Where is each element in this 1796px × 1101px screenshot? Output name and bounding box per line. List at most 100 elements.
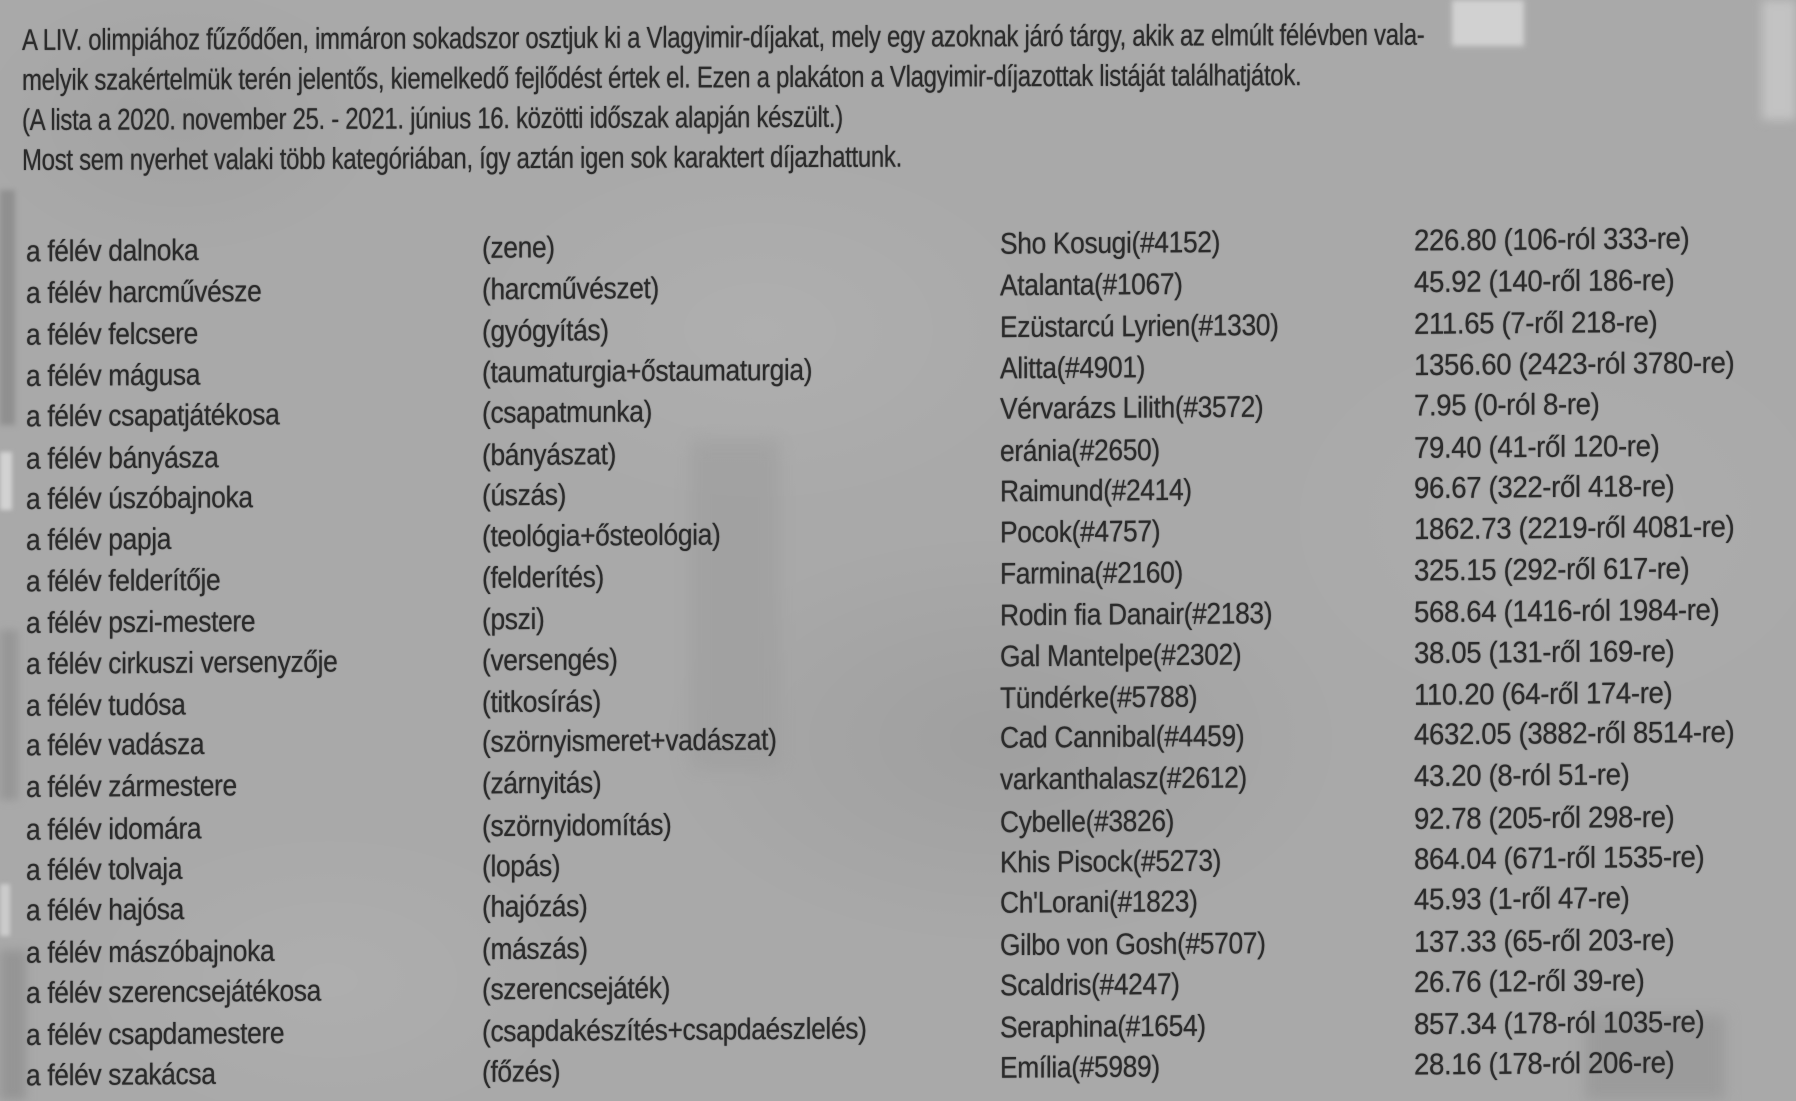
award-recipient-cell: Rodin fia Danair(#2183): [1000, 597, 1309, 633]
award-skill-cell: (hajózás): [482, 890, 602, 925]
award-category-text: a félév dalnoka: [26, 234, 199, 269]
award-skill-text: (hajózás): [482, 889, 588, 924]
intro-line-text: Most sem nyerhet valaki több kategóriába…: [22, 140, 902, 177]
award-category-text: a félév felderítője: [26, 563, 221, 598]
award-skill-cell: (zene): [482, 231, 565, 266]
award-skill-text: (csapatmunka): [482, 395, 653, 430]
award-skill-text: (teológia+ősteológia): [482, 518, 721, 554]
award-category-cell: a félév csapatjátékosa: [26, 398, 314, 434]
award-score-text: 26.76 (12-ről 39-re): [1414, 964, 1645, 1000]
award-recipient-cell: Tündérke(#5788): [1000, 680, 1224, 716]
award-skill-cell: (bányászat): [482, 438, 634, 473]
intro-line-2: melyik szakértelmük terén jelentős, kiem…: [22, 57, 1775, 104]
award-score-cell: 7.95 (0-ról 8-re): [1414, 388, 1616, 424]
award-recipient-text: Vérvarázs Lilith(#3572): [1000, 390, 1264, 426]
award-skill-text: (mászás): [482, 932, 588, 967]
award-recipient-cell: Ezüstarcú Lyrien(#1330): [1000, 309, 1317, 345]
award-skill-cell: (versengés): [482, 643, 636, 678]
award-skill-text: (szörnyidomítás): [482, 808, 672, 843]
award-category-cell: a félév zármestere: [26, 770, 266, 806]
award-skill-cell: (mászás): [482, 932, 602, 967]
award-score-text: 45.92 (140-ről 186-re): [1414, 264, 1675, 300]
award-skill-text: (lopás): [482, 849, 561, 884]
award-category-text: a félév mágusa: [26, 358, 201, 393]
award-category-cell: a félév mászóbajnoka: [26, 935, 308, 971]
award-score-text: 1862.73 (2219-ről 4081-re): [1414, 510, 1735, 547]
award-score-cell: 110.20 (64-ről 174-re): [1414, 677, 1695, 713]
award-score-text: 96.67 (322-ről 418-re): [1414, 470, 1675, 506]
award-category-text: a félév papja: [26, 523, 172, 558]
award-recipient-cell: Raimund(#2414): [1000, 474, 1218, 510]
award-recipient-cell: Gilbo von Gosh(#5707): [1000, 927, 1302, 963]
award-score-text: 38.05 (131-ről 169-re): [1414, 634, 1675, 670]
award-recipient-text: Seraphina(#1654): [1000, 1009, 1206, 1044]
award-skill-text: (versengés): [482, 643, 618, 678]
award-category-text: a félév zármestere: [26, 769, 237, 805]
award-recipient-cell: eránia(#2650): [1000, 434, 1182, 469]
award-category-text: a félév bányásza: [26, 441, 219, 476]
award-skill-cell: (harcművészet): [482, 272, 683, 308]
award-category-cell: a félév hajósa: [26, 893, 206, 928]
award-recipient-text: Farmina(#2160): [1000, 555, 1183, 591]
award-recipient-text: Khis Pisock(#5273): [1000, 844, 1222, 880]
award-category-cell: a félév bányásza: [26, 441, 245, 477]
award-recipient-cell: Scaldris(#4247): [1000, 968, 1204, 1004]
award-score-text: 92.78 (205-ről 298-re): [1414, 800, 1675, 836]
award-recipient-text: Pocok(#4757): [1000, 515, 1161, 550]
award-score-text: 864.04 (671-ről 1535-re): [1414, 840, 1705, 876]
intro-line-text: melyik szakértelmük terén jelentős, kiem…: [22, 59, 1302, 97]
intro-line-3: (A lista a 2020. november 25. - 2021. jú…: [22, 97, 1775, 144]
award-skill-cell: (titkosírás): [482, 685, 617, 720]
intro-line-4: Most sem nyerhet valaki több kategóriába…: [22, 137, 1775, 184]
award-score-cell: 4632.05 (3882-ről 8514-re): [1414, 716, 1762, 753]
award-category-cell: a félév papja: [26, 523, 191, 558]
scan-artifact: [0, 452, 12, 510]
award-category-text: a félév szakácsa: [26, 1057, 216, 1093]
award-category-text: a félév harcművésze: [26, 275, 262, 311]
award-recipient-text: eránia(#2650): [1000, 433, 1160, 469]
award-category-text: a félév úszóbajnoka: [26, 481, 253, 517]
award-score-text: 211.65 (7-ről 218-re): [1414, 306, 1658, 342]
award-skill-cell: (csapatmunka): [482, 395, 675, 431]
award-category-text: a félév tolvaja: [26, 852, 183, 887]
award-category-cell: a félév idomára: [26, 812, 225, 848]
award-category-text: a félév pszi-mestere: [26, 604, 256, 640]
scan-artifact: [0, 190, 15, 425]
award-recipient-text: Tündérke(#5788): [1000, 680, 1198, 716]
award-skill-text: (taumaturgia+őstaumaturgia): [482, 353, 813, 389]
award-score-text: 45.93 (1-ről 47-re): [1414, 881, 1630, 917]
award-score-cell: 92.78 (205-ről 298-re): [1414, 800, 1697, 836]
award-recipient-cell: Pocok(#4757): [1000, 515, 1182, 550]
award-recipient-cell: Gal Mantelpe(#2302): [1000, 638, 1274, 674]
award-score-cell: 211.65 (7-ről 218-re): [1414, 306, 1679, 342]
award-recipient-cell: Vérvarázs Lilith(#3572): [1000, 390, 1299, 426]
award-score-cell: 137.33 (65-ről 203-re): [1414, 924, 1697, 960]
award-score-text: 857.34 (178-ról 1035-re): [1414, 1005, 1705, 1041]
award-score-cell: 26.76 (12-ről 39-re): [1414, 965, 1664, 1001]
award-recipient-text: Cybelle(#3826): [1000, 804, 1175, 839]
award-skill-cell: (úszás): [482, 479, 578, 514]
award-score-cell: 38.05 (131-ről 169-re): [1414, 635, 1697, 671]
award-skill-text: (harcművészet): [482, 272, 659, 307]
award-skill-cell: (taumaturgia+őstaumaturgia): [482, 353, 857, 390]
award-category-cell: a félév mágusa: [26, 358, 224, 394]
award-category-text: a félév tudósa: [26, 688, 186, 723]
award-category-text: a félév vadásza: [26, 728, 205, 763]
award-skill-text: (gyógyítás): [482, 314, 609, 349]
intro-line-text: A LIV. olimpiához fűződően, immáron soka…: [22, 18, 1425, 57]
award-recipient-cell: Farmina(#2160): [1000, 556, 1208, 592]
award-score-cell: 79.40 (41-ről 120-re): [1414, 430, 1681, 466]
award-skill-text: (pszi): [482, 602, 545, 637]
award-category-cell: a félév harcművésze: [26, 275, 294, 311]
award-skill-text: (főzés): [482, 1054, 561, 1089]
award-recipient-text: Raimund(#2414): [1000, 473, 1192, 509]
award-category-text: a félév mászóbajnoka: [26, 935, 275, 970]
award-score-cell: 45.93 (1-ről 47-re): [1414, 882, 1648, 918]
award-skill-text: (felderítés): [482, 560, 604, 595]
intro-paragraph: A LIV. olimpiához fűződően, immáron soka…: [22, 17, 1775, 184]
intro-line-1: A LIV. olimpiához fűződően, immáron soka…: [22, 17, 1775, 64]
award-recipient-text: Cad Cannibal(#4459): [1000, 720, 1245, 756]
award-recipient-text: Ch'Lorani(#1823): [1000, 885, 1198, 920]
award-score-cell: 857.34 (178-ról 1035-re): [1414, 1005, 1730, 1041]
